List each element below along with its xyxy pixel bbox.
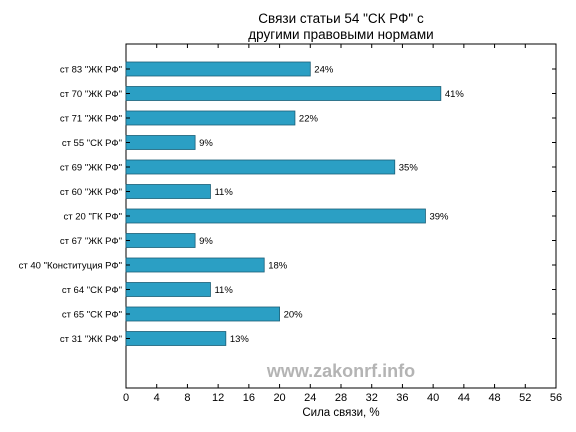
bar <box>125 159 396 175</box>
bar <box>125 110 296 126</box>
x-tick-label: 8 <box>184 392 190 404</box>
bar <box>125 257 265 273</box>
category-label: ст 20 "ГК РФ" <box>64 212 122 223</box>
x-tick-label: 0 <box>123 392 129 404</box>
bar <box>125 306 280 322</box>
x-tick-label: 28 <box>335 392 347 404</box>
x-tick-label: 40 <box>427 392 439 404</box>
x-tick-label: 52 <box>519 392 531 404</box>
bar-value-label: 13% <box>230 334 250 345</box>
x-tick-label: 4 <box>154 392 160 404</box>
bar-value-label: 9% <box>199 236 213 247</box>
category-label: ст 65 "СК РФ" <box>62 310 122 321</box>
bar-value-label: 24% <box>314 65 334 76</box>
bar-value-label: 20% <box>284 310 304 321</box>
category-label: ст 70 "ЖК РФ" <box>60 89 122 100</box>
category-label: ст 69 "ЖК РФ" <box>60 163 122 174</box>
category-label: ст 83 "ЖК РФ" <box>60 65 122 76</box>
category-label: ст 55 "СК РФ" <box>62 138 122 149</box>
watermark-text: www.zakonrf.info <box>266 361 415 381</box>
category-label: ст 64 "СК РФ" <box>62 285 122 296</box>
bar <box>125 86 442 101</box>
x-tick-label: 48 <box>488 392 500 404</box>
category-label: ст 40 "Конституция РФ" <box>19 261 122 272</box>
x-tick-label: 36 <box>396 392 408 404</box>
bar <box>125 61 311 77</box>
x-tick-label: 44 <box>458 392 470 404</box>
bar <box>125 282 211 297</box>
x-tick-label: 20 <box>273 392 285 404</box>
bar <box>125 331 227 346</box>
x-tick-label: 12 <box>212 392 224 404</box>
plot-area: ст 83 "ЖК РФ" 24% ст 70 "ЖК РФ" 41% ст 71 "Ж… <box>19 43 562 404</box>
bar-value-label: 18% <box>268 261 288 272</box>
bar-value-label: 41% <box>445 89 465 100</box>
bar-value-label: 39% <box>429 212 449 223</box>
bar-value-label: 11% <box>214 285 233 296</box>
x-tick-label: 32 <box>366 392 378 404</box>
bar <box>125 233 196 248</box>
bar-value-label: 11% <box>214 187 233 198</box>
bar <box>125 135 196 150</box>
bar <box>125 184 211 199</box>
category-label: ст 31 "ЖК РФ" <box>60 334 122 345</box>
category-label: ст 67 "ЖК РФ" <box>60 236 122 247</box>
category-label: ст 60 "ЖК РФ" <box>60 187 122 198</box>
bar-value-label: 35% <box>399 163 419 174</box>
x-tick-label: 56 <box>550 392 562 404</box>
x-tick-label: 16 <box>243 392 255 404</box>
bar <box>125 208 426 224</box>
x-tick-label: 24 <box>304 392 316 404</box>
bar-value-label: 9% <box>199 138 213 149</box>
x-axis-title: Сила связи, % <box>302 407 379 419</box>
chart-title-line-2: другими правовыми нормами <box>248 27 433 42</box>
category-label: ст 71 "ЖК РФ" <box>60 114 122 125</box>
bar-value-label: 22% <box>299 114 319 125</box>
chart-title-line-1: Связи статьи 54 "СК РФ" с <box>258 11 424 26</box>
